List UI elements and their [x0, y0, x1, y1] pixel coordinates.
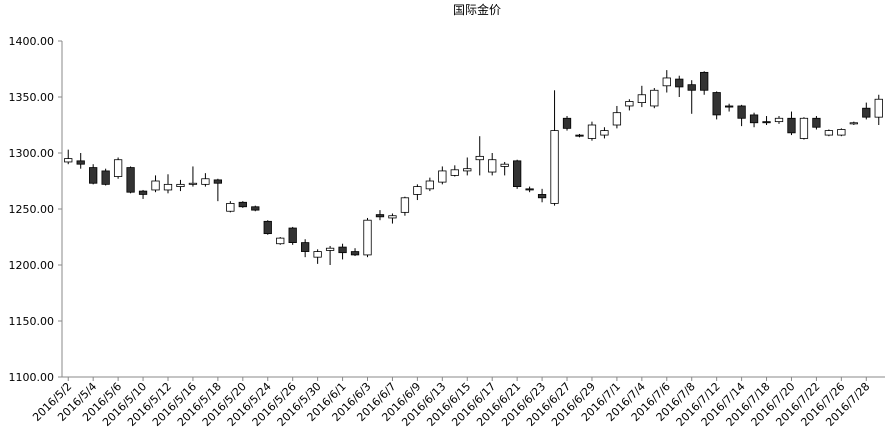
candle-body — [700, 71, 709, 91]
candle-body — [138, 190, 148, 195]
y-tick-label: 1250.00 — [9, 203, 55, 216]
y-tick-label: 1100.00 — [9, 371, 55, 384]
candle-body — [724, 105, 734, 108]
candle-body — [350, 251, 360, 256]
candle-body — [737, 105, 746, 119]
candle-body — [824, 130, 834, 136]
candle-body — [126, 167, 135, 193]
candle-body — [837, 129, 846, 136]
candle-body — [388, 215, 397, 219]
y-tick-label: 1300.00 — [9, 147, 55, 160]
candle-body — [562, 117, 572, 129]
candle-body — [163, 183, 173, 191]
candle-body — [637, 94, 646, 104]
candle-body — [226, 202, 235, 212]
candle-body — [675, 78, 684, 88]
y-tick-label: 1150.00 — [9, 315, 55, 328]
candle-body — [812, 117, 821, 128]
candle-body — [575, 134, 584, 137]
candle-body — [749, 114, 759, 124]
candle-body — [363, 219, 372, 256]
candle-body — [600, 130, 609, 136]
candle-body — [525, 188, 534, 191]
candle-body — [463, 168, 472, 172]
candle-body — [450, 169, 459, 176]
candle-body — [650, 89, 659, 107]
candle-body — [874, 98, 883, 118]
candle-body — [76, 160, 85, 165]
y-tick-label: 1350.00 — [9, 91, 55, 104]
candle-body — [301, 242, 310, 252]
y-tick-label: 1200.00 — [9, 259, 55, 272]
candle-body — [325, 247, 335, 251]
candle-body — [612, 112, 622, 126]
candle-body — [849, 122, 858, 125]
candle-body — [413, 186, 422, 195]
candle-body — [537, 194, 547, 199]
candle-body — [425, 180, 434, 190]
candle-body — [400, 197, 410, 213]
candle-body — [438, 170, 447, 183]
candle-body — [762, 121, 771, 124]
candle-body — [263, 220, 272, 235]
candle-body — [201, 178, 210, 185]
candle-body — [687, 84, 696, 91]
candle-body — [787, 117, 796, 134]
candle-body — [799, 117, 809, 139]
candle-body — [500, 163, 509, 167]
candle-body — [64, 158, 73, 163]
candle-body — [513, 160, 522, 187]
candle-body — [151, 180, 160, 191]
candle-body — [251, 206, 260, 211]
candle-body — [101, 170, 110, 185]
candle-body — [375, 214, 385, 218]
candle-body — [712, 92, 721, 116]
candle-body — [488, 159, 497, 173]
candle-body — [475, 155, 484, 161]
candle-body — [288, 227, 297, 243]
candle-body — [213, 179, 223, 184]
candle-body — [113, 159, 123, 177]
candle-body — [550, 130, 559, 204]
candle-body — [89, 167, 98, 184]
chart-title: 国际金价 — [453, 2, 501, 17]
candle-body — [276, 237, 285, 245]
candle-body — [587, 124, 597, 139]
candle-body — [662, 77, 671, 87]
candle-body — [313, 251, 322, 258]
candle-body — [338, 246, 347, 254]
candle-body — [188, 182, 198, 185]
candle-body — [176, 183, 185, 188]
candle-body — [238, 201, 247, 208]
candle-body — [625, 101, 634, 107]
candle-body — [774, 117, 784, 123]
y-tick-label: 1400.00 — [9, 35, 55, 48]
candle-body — [862, 107, 871, 118]
